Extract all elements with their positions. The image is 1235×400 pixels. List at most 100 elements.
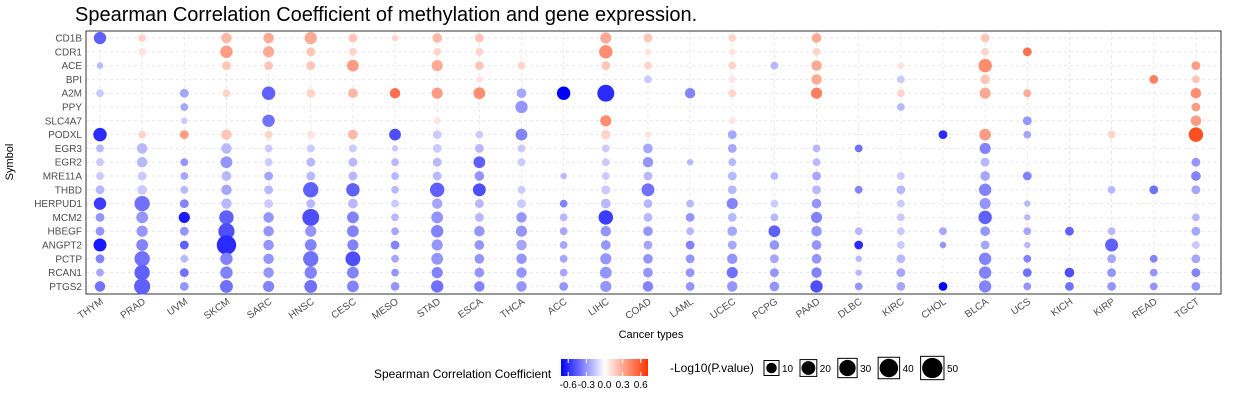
- size-legend-label: 10: [782, 364, 794, 375]
- data-point: [474, 212, 484, 222]
- data-point: [559, 213, 568, 222]
- y-tick-label: ACE: [61, 61, 82, 72]
- data-point: [643, 267, 653, 278]
- data-point: [432, 33, 443, 43]
- data-point: [261, 86, 276, 100]
- data-point: [263, 212, 274, 223]
- data-point: [644, 61, 652, 70]
- data-point: [134, 264, 150, 281]
- data-point: [979, 128, 992, 141]
- data-point: [474, 199, 484, 209]
- data-point: [1024, 214, 1031, 221]
- data-point: [897, 62, 905, 69]
- data-point: [686, 199, 694, 208]
- data-point: [1105, 238, 1119, 252]
- data-point: [216, 235, 237, 255]
- data-point: [262, 114, 275, 127]
- data-point: [684, 87, 696, 99]
- data-point: [306, 171, 316, 181]
- y-tick-label: CD1B: [55, 34, 82, 45]
- data-point: [474, 33, 484, 43]
- data-point: [938, 281, 948, 291]
- data-point: [93, 127, 107, 142]
- data-point: [1022, 171, 1032, 181]
- data-point: [727, 185, 737, 195]
- chart-title: Spearman Correlation Coefficient of meth…: [75, 4, 697, 26]
- data-point: [348, 33, 358, 43]
- data-point: [643, 33, 653, 43]
- data-point: [601, 144, 610, 153]
- data-point: [896, 89, 905, 98]
- data-point: [264, 61, 274, 71]
- data-point: [978, 183, 992, 196]
- data-point: [1065, 281, 1074, 291]
- data-point: [476, 76, 483, 83]
- plot-panel: [85, 30, 1222, 295]
- data-point: [391, 268, 399, 277]
- data-point: [516, 212, 527, 223]
- data-point: [643, 143, 653, 154]
- x-tick-label: UCEC: [708, 296, 738, 321]
- data-point: [727, 212, 737, 222]
- data-point: [600, 115, 612, 127]
- x-tick-label: KIRP: [1092, 296, 1118, 319]
- data-point: [431, 87, 443, 99]
- x-tick-label: SKCM: [202, 296, 232, 322]
- data-point: [219, 210, 234, 225]
- y-tick-label: ANGPT2: [42, 241, 82, 252]
- x-axis-ticks: THYM PRAD UVM SKCM SARC HNSC CESC MESO STAD ESCA T…: [76, 296, 1201, 322]
- data-point: [473, 87, 486, 100]
- color-legend-tick-label: 0.6: [634, 380, 648, 391]
- y-tick-label: PCTP: [55, 254, 82, 265]
- data-point: [93, 31, 107, 45]
- y-tick-label: HERPUD1: [34, 199, 82, 210]
- size-legend-title: -Log10(P.value): [670, 361, 754, 375]
- data-point: [979, 142, 991, 154]
- data-point: [599, 266, 612, 279]
- data-point: [474, 225, 485, 237]
- size-legend: -Log10(P.value) 10 20 30 40 50: [670, 355, 959, 381]
- data-point: [179, 268, 189, 278]
- data-point: [896, 268, 906, 278]
- data-point: [221, 198, 232, 209]
- data-point: [347, 211, 359, 224]
- data-point: [978, 252, 992, 265]
- data-point: [136, 239, 149, 251]
- data-point: [1107, 254, 1117, 264]
- data-point: [220, 45, 233, 58]
- size-legend-items: 10 20 30 40 50: [763, 355, 959, 381]
- data-point: [896, 254, 906, 264]
- data-point: [896, 75, 905, 84]
- data-point: [1024, 241, 1031, 249]
- data-point: [264, 130, 273, 139]
- data-point: [263, 267, 274, 278]
- data-point: [179, 130, 189, 140]
- data-point: [1190, 87, 1202, 99]
- data-point: [978, 280, 992, 293]
- color-legend-tick-label: -0.6: [560, 380, 578, 391]
- data-point: [347, 266, 359, 279]
- size-legend-dot: [922, 357, 943, 379]
- y-tick-label: MCM2: [53, 213, 83, 224]
- data-point: [811, 198, 822, 209]
- data-point: [517, 158, 526, 167]
- data-point: [222, 61, 231, 71]
- data-point: [222, 89, 231, 98]
- data-point: [94, 281, 106, 292]
- data-point: [348, 129, 358, 140]
- data-point: [432, 171, 442, 181]
- data-point: [475, 130, 484, 139]
- data-point: [390, 281, 400, 291]
- data-point: [556, 86, 571, 100]
- data-point: [643, 253, 653, 264]
- data-point: [474, 61, 484, 71]
- data-point: [811, 33, 822, 43]
- data-point: [96, 62, 104, 69]
- data-point: [643, 171, 653, 181]
- data-point: [302, 208, 320, 226]
- data-point: [1191, 281, 1201, 291]
- data-point: [980, 171, 990, 181]
- data-point: [812, 144, 821, 153]
- data-point: [390, 240, 400, 250]
- data-point: [1191, 226, 1201, 236]
